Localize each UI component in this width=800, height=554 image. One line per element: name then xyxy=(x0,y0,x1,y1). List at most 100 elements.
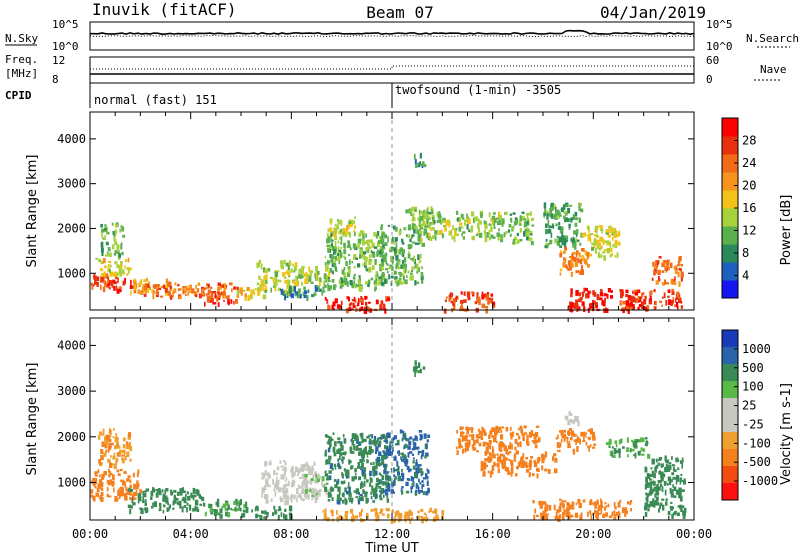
echo-cell-region-17 xyxy=(671,472,675,476)
echo-cell-region-24 xyxy=(670,278,674,285)
echo-cell-region-9 xyxy=(402,436,406,440)
echo-cell-region-13 xyxy=(420,276,424,281)
echo-cell-region-5 xyxy=(279,496,282,501)
echo-cell-region-2 xyxy=(107,247,111,252)
echo-cell-region-19 xyxy=(551,223,554,228)
echo-cell-region-19 xyxy=(545,238,548,242)
colorbar-swatch xyxy=(722,483,738,501)
echo-cell-region-5 xyxy=(233,300,235,305)
echo-cell-region-22 xyxy=(607,234,611,238)
echo-cell-region-0 xyxy=(107,279,110,284)
echo-cell-region-9 xyxy=(412,457,415,460)
echo-cell-region-19 xyxy=(556,235,559,238)
echo-cell-region-5 xyxy=(204,301,206,307)
echo-cell-region-0 xyxy=(90,282,93,286)
echo-cell-region-9 xyxy=(384,474,388,480)
echo-cell-region-17 xyxy=(670,501,673,504)
echo-cell-region-13 xyxy=(406,234,409,237)
echo-cell-region-7 xyxy=(381,458,385,465)
echo-cell-region-13 xyxy=(392,246,395,252)
echo-cell-region-2 xyxy=(141,508,144,512)
echo-cell-region-0 xyxy=(104,282,107,287)
echo-cell-region-12 xyxy=(347,224,350,229)
echo-cell-region-9 xyxy=(412,465,416,470)
echo-cell-region-0 xyxy=(94,474,99,477)
echo-cell-region-4 xyxy=(218,284,222,290)
echo-cell-region-17 xyxy=(660,476,664,482)
echo-cell-region-2 xyxy=(185,494,187,498)
echo-cell-region-7 xyxy=(337,486,341,492)
echo-cell-region-12 xyxy=(525,464,529,469)
echo-cell-region-18 xyxy=(527,228,530,233)
echo-cell-region-0 xyxy=(132,285,135,288)
echo-cell-region-0 xyxy=(119,468,123,471)
echo-cell-region-16 xyxy=(534,508,537,514)
echo-cell-region-16 xyxy=(461,233,463,237)
echo-cell-region-5 xyxy=(274,483,278,489)
echo-cell-region-21 xyxy=(610,290,613,293)
echo-cell-region-11 xyxy=(537,438,540,443)
echo-cell-region-12 xyxy=(353,230,355,233)
echo-cell-region-16 xyxy=(546,504,549,508)
echo-cell-region-9 xyxy=(397,476,401,482)
echo-cell-region-16 xyxy=(570,514,574,518)
echo-cell-region-5 xyxy=(276,479,280,485)
echo-cell-region-11 xyxy=(341,228,344,235)
echo-cell-region-13 xyxy=(396,261,399,268)
echo-cell-region-13 xyxy=(407,234,411,238)
echo-cell-region-22 xyxy=(598,251,601,256)
echo-cell-region-9 xyxy=(309,270,314,274)
echo-cell-region-17 xyxy=(481,303,486,309)
echo-cell-region-2 xyxy=(201,496,205,502)
echo-cell-region-23 xyxy=(667,295,670,298)
echo-cell-region-16 xyxy=(488,223,492,226)
echo-cell-region-16 xyxy=(479,220,482,225)
echo-cell-region-16 xyxy=(458,226,462,232)
echo-cell-region-11 xyxy=(509,426,512,431)
echo-cell-region-16 xyxy=(455,227,458,231)
echo-cell-region-17 xyxy=(492,301,496,308)
colorbar-swatch xyxy=(722,466,738,484)
echo-cell-region-7 xyxy=(351,476,355,482)
echo-cell-region-15 xyxy=(633,454,635,457)
echo-cell-region-16 xyxy=(478,218,481,223)
echo-cell-region-23 xyxy=(670,301,673,306)
echo-cell-region-7 xyxy=(294,266,297,271)
echo-cell-region-13 xyxy=(593,443,597,446)
echo-cell-region-7 xyxy=(334,441,337,447)
echo-cell-region-12 xyxy=(510,462,514,466)
echo-cell-region-7 xyxy=(359,433,363,437)
echo-cell-region-19 xyxy=(544,207,547,214)
echo-cell-region-7 xyxy=(269,276,274,280)
echo-cell-region-16 xyxy=(630,508,633,512)
echo-cell-region-9 xyxy=(400,456,402,460)
echo-cell-region-16 xyxy=(431,210,433,214)
echo-cell-region-16 xyxy=(621,507,625,514)
echo-cell-region-8 xyxy=(313,292,317,296)
echo-cell-region-1 xyxy=(120,263,123,269)
echo-cell-region-8 xyxy=(375,514,378,518)
echo-cell-region-21 xyxy=(604,297,606,303)
echo-cell-region-13 xyxy=(383,278,387,284)
echo-cell-region-14 xyxy=(576,417,579,420)
echo-cell-region-17 xyxy=(481,294,485,300)
echo-cell-region-7 xyxy=(337,458,339,462)
echo-cell-region-3 xyxy=(216,499,219,505)
echo-cell-region-5 xyxy=(303,477,306,480)
echo-cell-region-9 xyxy=(386,433,389,436)
echo-cell-region-11 xyxy=(353,280,356,286)
echo-cell-region-5 xyxy=(283,460,286,463)
echo-cell-region-7 xyxy=(276,282,279,286)
echo-cell-region-16 xyxy=(625,510,628,515)
echo-cell-region-12 xyxy=(484,458,488,462)
echo-cell-region-13 xyxy=(568,440,571,445)
echo-cell-region-16 xyxy=(454,230,457,237)
echo-cell-region-22 xyxy=(617,232,621,237)
echo-cell-region-13 xyxy=(381,271,385,278)
echo-cell-region-0 xyxy=(108,495,112,498)
echo-cell-region-3 xyxy=(243,503,247,509)
echo-cell-region-24 xyxy=(653,266,657,269)
echo-cell-region-16 xyxy=(562,503,565,509)
colorbar-tick-label: 25 xyxy=(742,399,756,413)
echo-cell-region-17 xyxy=(644,467,648,473)
